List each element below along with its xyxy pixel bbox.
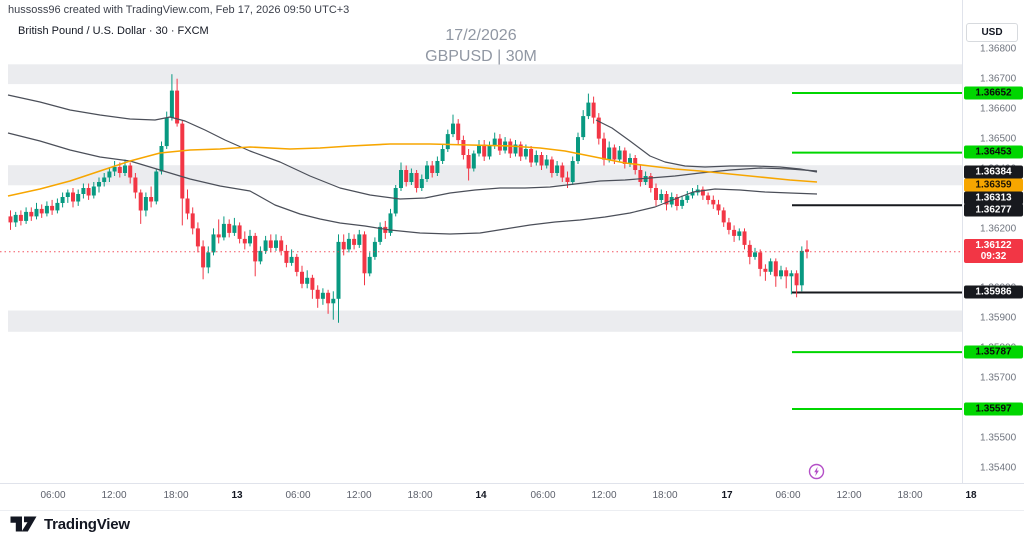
price-tick: 1.35900 <box>980 312 1017 324</box>
time-tick: 14 <box>475 490 487 501</box>
tradingview-logo-icon <box>10 516 37 532</box>
tradingview-logo[interactable]: TradingView <box>10 516 130 533</box>
candles-layer <box>8 74 809 323</box>
price-label-1.35787: 1.35787 <box>964 345 1023 359</box>
ma-orange <box>7 143 818 197</box>
time-tick: 06:00 <box>775 490 801 501</box>
price-tick: 1.35700 <box>980 372 1017 384</box>
band-lower <box>7 132 818 235</box>
price-tick: 1.36800 <box>980 43 1017 55</box>
time-tick: 18:00 <box>897 490 923 501</box>
price-tick: 1.36500 <box>980 133 1017 145</box>
band-mid <box>595 119 818 173</box>
lightning-icon <box>808 463 825 480</box>
time-axis[interactable]: 06:00 12:00 18:00 13 06:00 12:00 18:00 14 06:00 1… <box>0 483 1024 511</box>
price-tick: 1.35500 <box>980 432 1017 444</box>
time-tick: 06:00 <box>40 490 66 501</box>
price-tick: 1.35400 <box>980 462 1017 474</box>
tradingview-logo-text: TradingView <box>44 516 130 533</box>
levels-layer <box>792 92 962 410</box>
currency-toggle-button[interactable]: USD <box>966 23 1018 42</box>
time-tick: 12:00 <box>836 490 862 501</box>
time-tick: 06:00 <box>285 490 311 501</box>
symbol-legend[interactable]: British Pound / U.S. Dollar · 30 · FXCM <box>18 25 209 37</box>
price-tick: 1.36600 <box>980 103 1017 115</box>
price-label-1.36453: 1.36453 <box>964 145 1023 159</box>
plot-svg[interactable] <box>0 0 962 483</box>
price-tick: 1.36200 <box>980 223 1017 235</box>
time-tick: 18:00 <box>407 490 433 501</box>
time-tick: 17 <box>721 490 733 501</box>
economic-event-marker[interactable] <box>808 463 825 480</box>
time-tick: 18 <box>965 490 977 501</box>
attribution-text: hussoss96 created with TradingView.com, … <box>8 4 350 16</box>
price-label-1.36652: 1.36652 <box>964 86 1023 100</box>
time-tick: 13 <box>231 490 243 501</box>
time-tick: 18:00 <box>163 490 189 501</box>
price-label-1.35986: 1.35986 <box>964 285 1023 299</box>
price-label-1.36313: 1.36313 <box>964 191 1023 205</box>
time-tick: 12:00 <box>101 490 127 501</box>
indicator-lines-layer <box>7 94 818 235</box>
time-tick: 12:00 <box>591 490 617 501</box>
price-label-1.35597: 1.35597 <box>964 402 1023 416</box>
price-tick: 1.36700 <box>980 73 1017 85</box>
time-tick: 18:00 <box>652 490 678 501</box>
time-tick: 12:00 <box>346 490 372 501</box>
price-label-1.36384: 1.36384 <box>964 165 1023 179</box>
price-label-1.36359: 1.36359 <box>964 178 1023 192</box>
price-label-1.36122: 1.36122 09:32 <box>964 239 1023 263</box>
time-tick: 06:00 <box>530 490 556 501</box>
band-upper <box>7 94 818 200</box>
price-axis[interactable]: 1.368001.367001.366001.365001.364001.363… <box>962 0 1024 483</box>
price-label-1.36277: 1.36277 <box>964 203 1023 217</box>
